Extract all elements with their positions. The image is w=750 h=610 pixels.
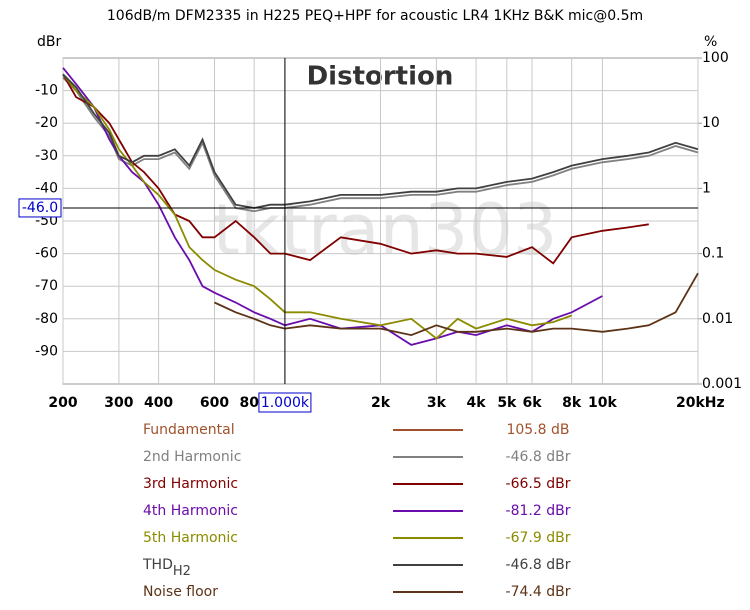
y2-tick-label: 10 [702,115,720,131]
legend-value: -67.9 dBr [506,530,571,546]
x-tick-label: 400 [144,395,173,411]
cursor-box [18,198,62,218]
x-tick-label: 6k [522,395,542,411]
x-tick-label: 10k [588,395,617,411]
x-tick-label: 5k [497,395,517,411]
y-axis-label: dBr [37,34,61,50]
legend-label: 4th Harmonic [143,503,238,519]
legend-label-text: 2nd Harmonic [143,449,241,465]
y2-tick-label: 0.1 [702,246,724,262]
legend-value: -74.4 dBr [506,584,571,600]
legend-label: THDH2 [142,557,191,579]
legend-value: -46.8 dBr [506,557,571,573]
y2-tick-label: 1 [702,180,711,196]
legend-label: 3rd Harmonic [143,476,238,492]
legend-label: Fundamental [143,422,235,438]
y-tick-label: -20 [35,115,58,131]
legend-label-text: 5th Harmonic [143,530,238,546]
chart-title: 106dB/m DFM2335 in H225 PEQ+HPF for acou… [107,8,643,24]
y-tick-label: -90 [35,343,58,359]
legend-label: 5th Harmonic [143,530,238,546]
legend-label-subscript: H2 [173,564,191,579]
y-tick-label: -40 [35,180,58,196]
cursor-x-label: 1.000k [261,395,310,411]
y2-tick-label: 0.001 [702,376,742,392]
legend-label-text: 3rd Harmonic [143,476,238,492]
y2-tick-label: 0.01 [702,311,733,327]
x-tick-label: 200 [48,395,77,411]
x-tick-label: 3k [427,395,447,411]
series-line [214,272,699,337]
legend-value: -81.2 dBr [506,503,571,519]
watermark: tktran303 [212,189,557,271]
series-line [62,73,573,340]
x-tick-label: 600 [200,395,229,411]
x-tick-label: 2k [371,395,391,411]
y-tick-label: -70 [35,278,58,294]
legend-label-text: Fundamental [143,422,235,438]
y-tick-label: -60 [35,246,58,262]
x-tick-label: 4k [467,395,487,411]
y-tick-label: -80 [35,311,58,327]
legend-value: -66.5 dBr [506,476,571,492]
series-line [62,73,649,265]
cursor-y-label: -46.0 [22,200,58,216]
legend-label-text: 4th Harmonic [143,503,238,519]
legend-value: 105.8 dB [506,422,569,438]
x-tick-label: 300 [104,395,133,411]
y2-tick-label: 100 [702,50,729,66]
y-tick-label: -10 [35,83,58,99]
cursor-box [258,392,312,413]
y-tick-label: -30 [35,148,58,164]
legend-label-text: Noise floor [143,584,218,600]
y2-axis-label: % [704,34,717,50]
legend-value: -46.8 dBr [506,449,571,465]
series-line [62,73,699,209]
legend-label: Noise floor [143,584,218,600]
x-tick-label: 20kHz [676,395,725,411]
legend-label-text: THD [142,557,173,573]
x-tick-label: 8k [562,395,582,411]
legend-label: 2nd Harmonic [143,449,241,465]
